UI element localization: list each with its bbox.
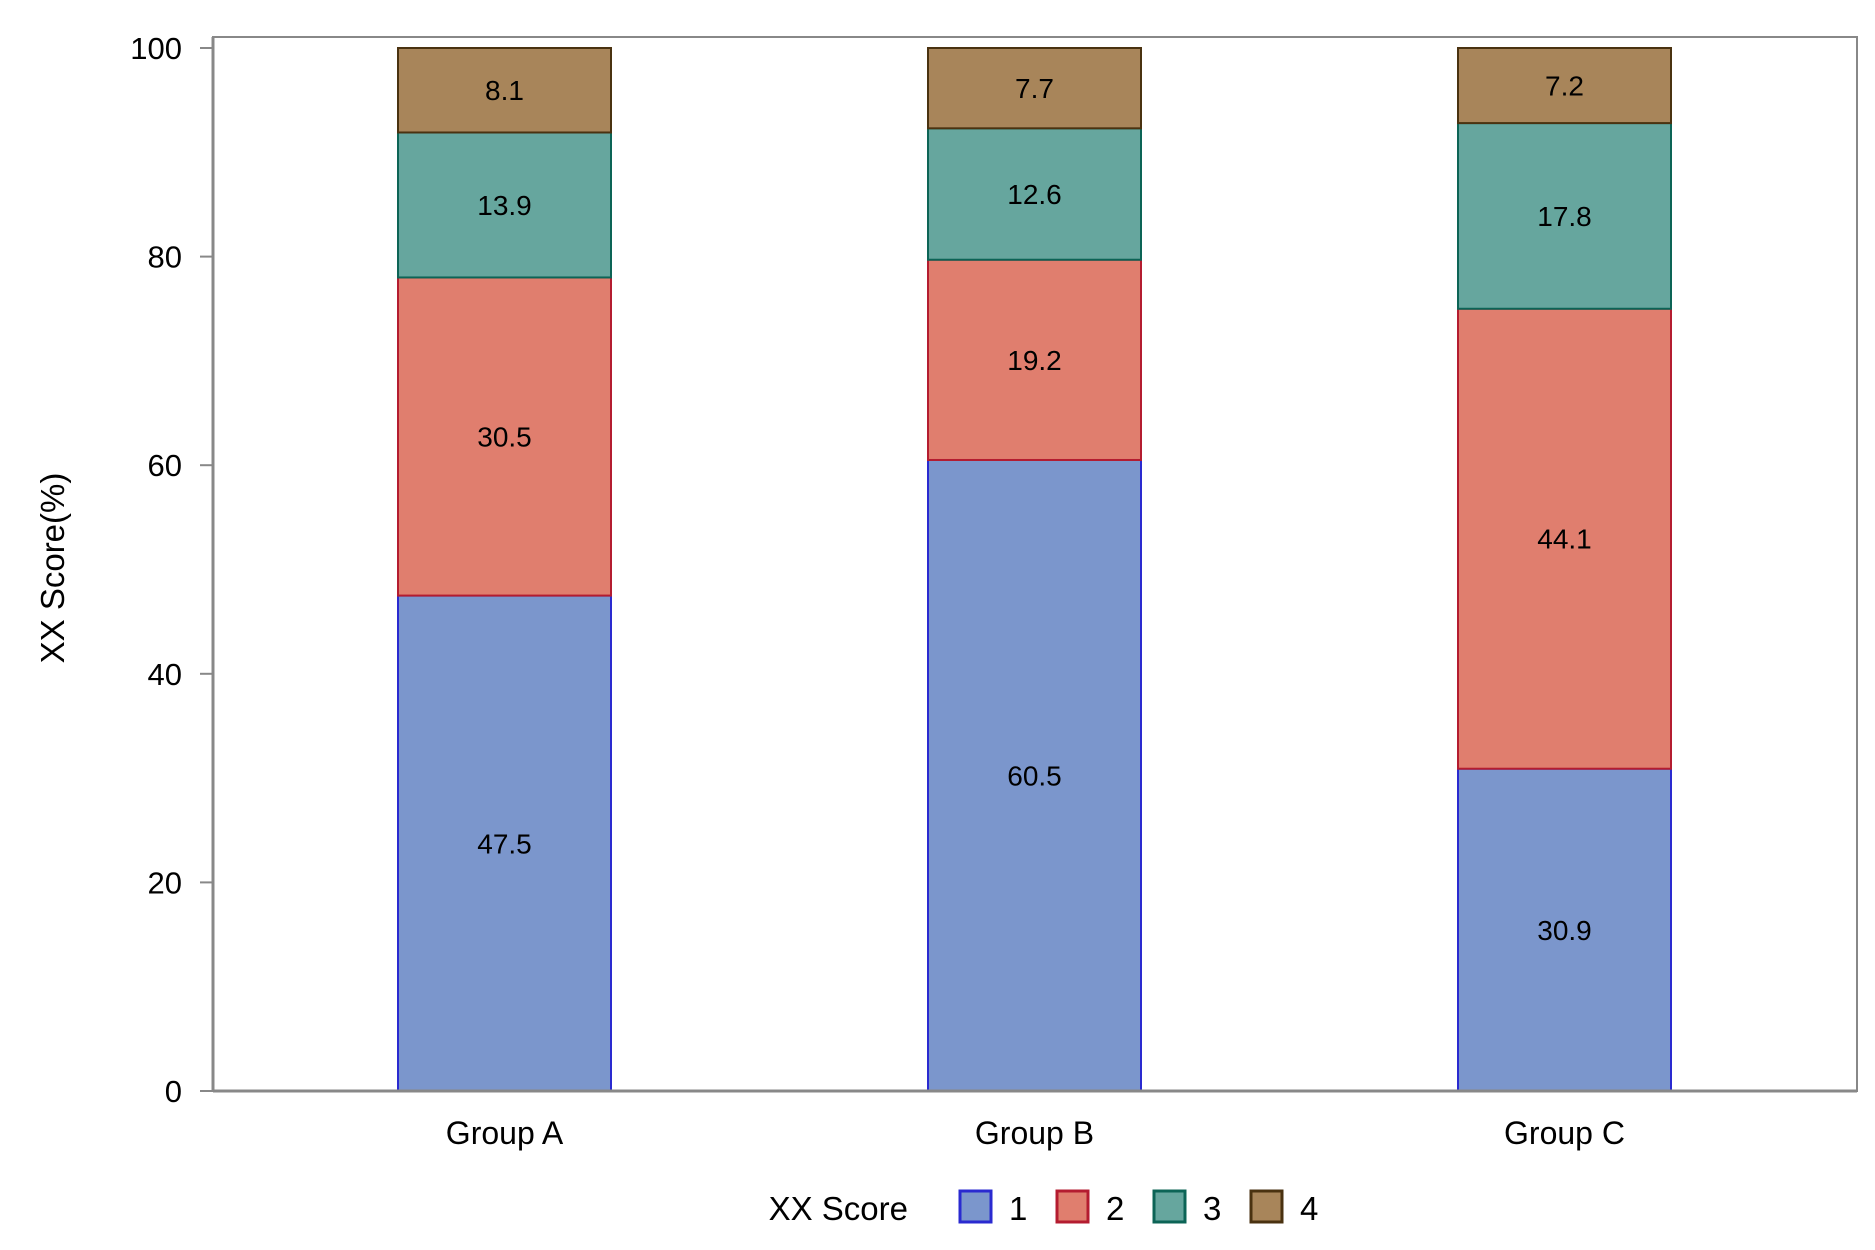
- data-label: 60.5: [1007, 760, 1062, 791]
- data-labels: 47.5 30.5 13.9 8.1 60.5 19.2 12.6 7.7 30.9 44.1 17…: [477, 71, 1592, 946]
- y-tick-label: 60: [148, 448, 182, 483]
- bar-segment-group-b-score-3: [927, 127, 1142, 261]
- x-tick-label: Group C: [1504, 1115, 1625, 1151]
- x-tick-label: Group A: [446, 1115, 564, 1151]
- data-label: 19.2: [1007, 345, 1062, 376]
- y-axis-label: XX Score(%): [34, 473, 71, 664]
- y-tick-label: 40: [148, 657, 182, 692]
- data-label: 17.8: [1537, 201, 1592, 232]
- data-label: 30.9: [1537, 915, 1592, 946]
- legend-label-4: 4: [1300, 1190, 1318, 1227]
- data-label: 7.7: [1015, 73, 1054, 104]
- legend: XX Score 1 2 3 4: [769, 1189, 1318, 1227]
- x-axis-ticks: Group A Group B Group C: [446, 1115, 1625, 1151]
- bar-segment-group-a-score-1: [397, 594, 612, 1092]
- bar-segment-group-a-score-4: [397, 47, 612, 134]
- y-tick-label: 20: [148, 865, 182, 900]
- bar-segment-group-b-score-2: [927, 258, 1142, 461]
- legend-swatch-1: [958, 1189, 993, 1224]
- bar-segment-group-c-score-4: [1457, 47, 1672, 125]
- y-tick-label: 0: [165, 1074, 182, 1109]
- bars: [397, 47, 1672, 1092]
- data-label: 30.5: [477, 422, 532, 453]
- y-tick-label: 80: [148, 240, 182, 275]
- bar-segment-group-a-score-2: [397, 276, 612, 597]
- bar-segment-group-b-score-4: [927, 47, 1142, 130]
- legend-swatch-4: [1249, 1189, 1284, 1224]
- data-label: 44.1: [1537, 524, 1592, 555]
- legend-label-3: 3: [1203, 1190, 1221, 1227]
- x-tick-label: Group B: [975, 1115, 1094, 1151]
- legend-label-1: 1: [1009, 1190, 1027, 1227]
- legend-swatch-3: [1152, 1189, 1187, 1224]
- legend-title: XX Score: [769, 1190, 908, 1227]
- bar-segment-group-c-score-2: [1457, 307, 1672, 770]
- data-label: 8.1: [485, 75, 524, 106]
- data-label: 13.9: [477, 190, 532, 221]
- y-tick-label: 100: [130, 31, 182, 66]
- y-axis-ticks: 0 20 40 60 80 100: [130, 31, 213, 1109]
- data-label: 12.6: [1007, 179, 1062, 210]
- legend-swatch-2: [1055, 1189, 1090, 1224]
- bar-segment-group-b-score-1: [927, 458, 1142, 1092]
- legend-label-2: 2: [1106, 1190, 1124, 1227]
- bar-segment-group-c-score-3: [1457, 122, 1672, 310]
- data-label: 7.2: [1545, 71, 1584, 102]
- data-label: 47.5: [477, 828, 532, 859]
